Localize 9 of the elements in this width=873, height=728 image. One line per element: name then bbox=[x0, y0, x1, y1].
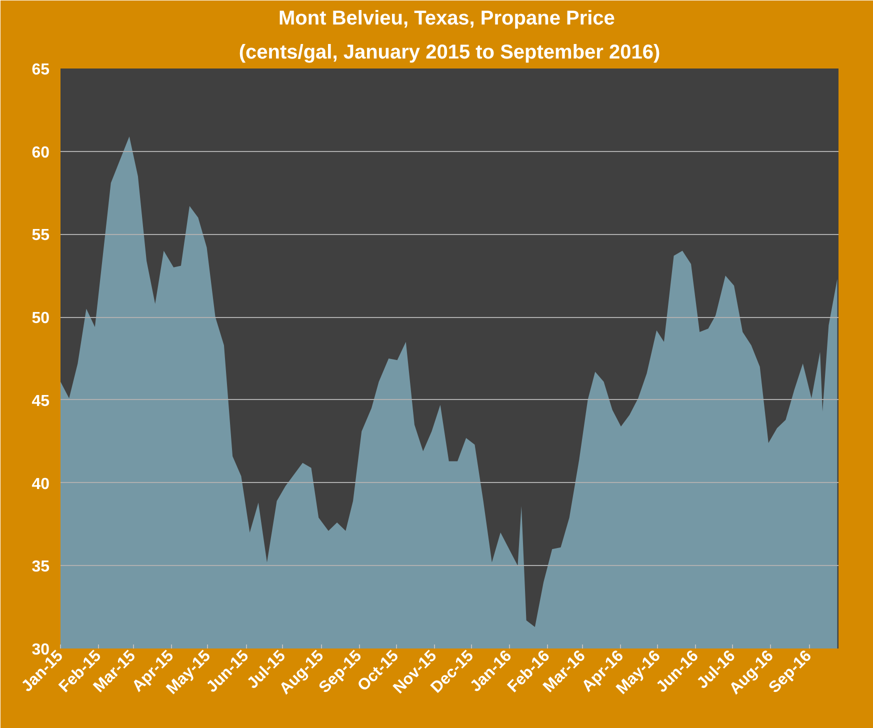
y-tick-label: 40 bbox=[32, 476, 50, 493]
chart-subtitle: (cents/gal, January 2015 to September 2016) bbox=[238, 42, 660, 64]
y-tick-label: 65 bbox=[32, 62, 50, 78]
y-tick-label: 60 bbox=[32, 144, 50, 162]
y-tick-label: 55 bbox=[32, 227, 50, 244]
chart-title: Mont Belvieu, Texas, Propane Price bbox=[278, 8, 615, 30]
y-tick-label: 45 bbox=[32, 392, 50, 410]
y-tick-label: 50 bbox=[32, 310, 50, 328]
y-tick-label: 35 bbox=[32, 558, 50, 576]
